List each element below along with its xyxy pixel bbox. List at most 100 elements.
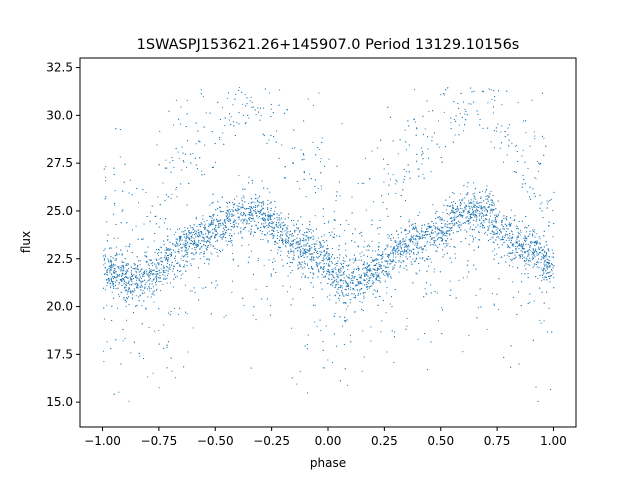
data-point [208,238,210,240]
data-point [173,278,175,280]
data-point [516,241,518,243]
data-point [287,217,289,219]
data-point [110,256,112,258]
data-point [533,131,535,133]
data-point [181,255,183,257]
data-point [388,271,390,273]
data-point [237,226,239,228]
data-point [254,198,256,200]
data-point [285,246,287,248]
data-point [398,261,400,263]
data-point [408,231,410,233]
data-point [517,102,519,104]
data-point [260,209,262,211]
data-point [330,284,332,286]
data-point [127,263,129,265]
data-point [190,227,192,229]
data-point [152,291,154,293]
data-point [491,237,493,239]
data-point [212,221,214,223]
data-point [121,254,123,255]
data-point [223,316,225,318]
data-point [414,227,416,229]
data-point [544,256,546,258]
data-point [343,277,345,279]
data-point [137,277,139,279]
data-point [405,233,407,235]
data-point [227,217,229,219]
data-point [447,233,449,235]
data-point [430,171,432,173]
data-point [359,289,361,291]
data-point [267,199,269,201]
data-point [488,219,490,221]
data-point [272,261,274,263]
data-point [493,242,495,244]
data-point [408,244,410,246]
data-point [440,226,442,228]
data-point [334,264,336,266]
data-point [265,219,267,221]
data-point [183,366,185,368]
data-point [167,259,169,261]
data-point [462,351,464,353]
data-point [142,274,144,276]
data-point [366,262,368,264]
data-point [417,231,419,233]
data-point [361,301,363,303]
scatter-points [103,87,555,402]
data-point [313,304,315,306]
data-point [298,261,300,263]
data-point [308,245,310,247]
data-point [371,150,373,152]
data-point [142,286,144,288]
data-point [403,261,405,263]
data-point [527,243,529,245]
data-point [378,242,380,244]
data-point [347,269,349,271]
data-point [349,289,351,291]
data-point [138,296,140,298]
data-point [403,246,405,248]
data-point [201,246,203,248]
data-point [492,236,494,238]
data-point [199,157,201,159]
data-point [272,227,274,229]
data-point [120,270,122,272]
data-point [299,242,301,244]
data-point [122,273,124,275]
data-point [198,239,200,241]
data-point [159,218,161,220]
data-point [385,267,387,269]
data-point [529,302,531,304]
data-point [441,307,443,309]
data-point [171,252,173,254]
data-point [143,270,145,272]
data-point [332,276,334,278]
data-point [234,198,236,200]
data-point [420,231,422,233]
data-point [342,282,344,284]
data-point [193,258,195,260]
data-point [184,227,186,229]
data-point [187,235,189,237]
data-point [264,218,266,220]
data-point [104,267,106,269]
data-point [424,260,426,262]
data-point [260,218,262,220]
data-point [263,226,265,228]
data-point [204,228,206,230]
data-point [195,243,197,245]
data-point [493,90,495,92]
data-point [436,292,438,294]
data-point [245,215,247,217]
data-point [533,263,535,265]
data-point [340,270,342,272]
data-point [302,253,304,255]
data-point [527,263,529,265]
data-point [228,119,230,121]
data-point [497,243,499,245]
data-point [166,277,168,279]
data-point [404,229,406,231]
data-point [149,283,151,285]
